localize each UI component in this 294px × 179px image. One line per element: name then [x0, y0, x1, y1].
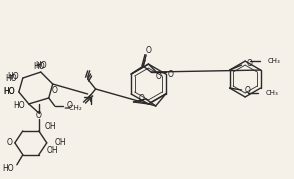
Text: HO: HO: [5, 74, 17, 83]
Text: CH₃: CH₃: [265, 90, 278, 96]
Text: HO: HO: [2, 164, 14, 173]
Text: O: O: [7, 138, 13, 147]
Text: O: O: [52, 86, 58, 95]
Text: O: O: [245, 86, 250, 95]
Text: O: O: [67, 101, 73, 110]
Text: O: O: [145, 46, 151, 55]
Text: HO: HO: [33, 62, 45, 71]
Text: OH: OH: [47, 146, 59, 155]
Text: O: O: [168, 70, 173, 79]
Text: O: O: [36, 111, 42, 120]
Text: OH: OH: [55, 138, 66, 147]
Text: HO: HO: [13, 101, 25, 110]
Text: HO: HO: [7, 72, 19, 81]
Text: O: O: [247, 59, 253, 68]
Text: O: O: [139, 95, 145, 103]
Text: O: O: [156, 72, 161, 81]
Text: CH₃: CH₃: [268, 58, 280, 64]
Text: HO: HO: [3, 88, 15, 96]
Text: =CH₂: =CH₂: [63, 105, 82, 111]
Text: OH: OH: [45, 122, 56, 131]
Text: HO: HO: [35, 61, 46, 70]
Text: HO: HO: [3, 88, 15, 96]
